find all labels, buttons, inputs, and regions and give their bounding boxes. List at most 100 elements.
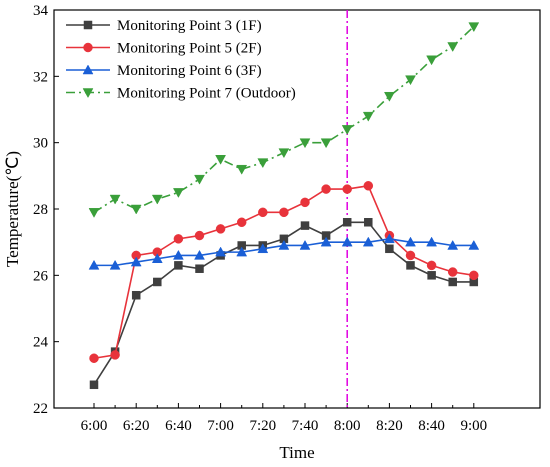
data-point — [83, 42, 93, 53]
legend-label: Monitoring Point 7 (Outdoor) — [117, 86, 296, 102]
data-point — [278, 148, 290, 159]
data-point — [236, 217, 247, 228]
data-point — [215, 155, 227, 165]
x-tick-label: 7:00 — [207, 418, 234, 434]
y-tick-label: 22 — [33, 401, 48, 417]
data-point — [279, 207, 289, 218]
x-tick-label: 7:40 — [292, 418, 319, 434]
data-point — [278, 239, 290, 250]
data-point — [383, 233, 395, 244]
data-point — [299, 138, 311, 149]
data-point — [406, 261, 415, 270]
x-tick-label: 6:20 — [123, 418, 150, 434]
data-point — [447, 42, 459, 52]
data-point — [173, 234, 184, 244]
data-point — [194, 174, 205, 185]
legend: Monitoring Point 3 (1F) Monitoring Point … — [66, 18, 296, 102]
data-point — [320, 138, 332, 149]
data-point — [405, 250, 416, 261]
data-point — [341, 125, 353, 135]
data-point — [151, 253, 163, 263]
legend-label: Monitoring Point 5 (2F) — [117, 41, 262, 57]
legend-item: Monitoring Point 7 (Outdoor) — [66, 86, 296, 102]
x-tick-label: 6:00 — [81, 418, 108, 434]
x-tick-label: 8:20 — [376, 418, 403, 434]
data-point — [194, 230, 205, 241]
data-point — [362, 236, 374, 247]
data-point — [236, 246, 248, 257]
data-point — [195, 264, 204, 273]
data-point — [342, 184, 352, 194]
data-point — [153, 277, 162, 287]
data-point — [447, 239, 459, 250]
legend-item: Monitoring Point 6 (3F) — [66, 63, 262, 79]
data-point — [300, 221, 310, 230]
data-point — [194, 249, 205, 260]
data-point — [341, 236, 353, 247]
data-point — [109, 259, 121, 270]
data-point — [427, 271, 436, 280]
series-4 — [88, 22, 480, 218]
data-point — [383, 91, 395, 102]
y-tick-label: 26 — [33, 268, 49, 284]
data-point — [320, 236, 332, 247]
data-point — [468, 239, 480, 250]
legend-item: Monitoring Point 3 (1F) — [66, 18, 262, 34]
data-point — [426, 55, 438, 66]
data-point — [385, 244, 394, 254]
x-tick-label: 7:20 — [249, 418, 276, 434]
axis-ticks: 22 24 26 28 30 32 34 6:00 6:20 6:40 7:00 7:20 7:40 8:… — [33, 3, 487, 434]
data-point — [447, 267, 458, 277]
data-point — [88, 208, 100, 218]
data-point — [215, 224, 226, 234]
data-point — [130, 256, 142, 267]
data-point — [82, 88, 94, 99]
data-point — [172, 249, 184, 260]
x-tick-label: 9:00 — [460, 418, 487, 434]
y-tick-label: 24 — [33, 335, 49, 351]
data-point — [258, 207, 268, 218]
data-point — [151, 194, 163, 205]
data-point — [342, 218, 352, 227]
data-point — [83, 20, 93, 30]
series-layer — [88, 22, 480, 390]
x-axis-title: Time — [279, 443, 314, 462]
data-point — [364, 218, 373, 227]
data-point — [448, 277, 457, 287]
legend-item: Monitoring Point 5 (2F) — [66, 41, 262, 57]
y-tick-label: 32 — [33, 69, 48, 85]
data-point — [82, 64, 94, 75]
data-point — [110, 350, 120, 360]
y-axis-title: Temperature(℃) — [3, 151, 22, 267]
data-point — [468, 22, 480, 33]
data-point — [131, 290, 141, 300]
series-2 — [89, 181, 479, 363]
data-point — [172, 188, 184, 198]
data-point — [89, 380, 99, 390]
data-point — [426, 236, 438, 247]
data-point — [257, 243, 269, 254]
y-tick-label: 34 — [33, 3, 49, 19]
series-3 — [88, 233, 480, 270]
data-point — [405, 75, 416, 86]
data-point — [469, 270, 479, 281]
data-point — [321, 184, 331, 194]
x-tick-label: 8:00 — [334, 418, 361, 434]
data-point — [300, 197, 310, 208]
data-point — [174, 261, 183, 270]
y-tick-label: 28 — [33, 202, 48, 218]
legend-label: Monitoring Point 6 (3F) — [117, 63, 262, 79]
data-point — [257, 158, 269, 169]
data-point — [109, 194, 121, 205]
data-point — [89, 353, 99, 363]
legend-label: Monitoring Point 3 (1F) — [117, 18, 262, 34]
y-tick-label: 30 — [33, 136, 48, 152]
data-point — [215, 246, 227, 257]
data-point — [130, 204, 142, 215]
data-point — [236, 164, 248, 175]
data-point — [426, 260, 437, 271]
x-tick-label: 8:40 — [418, 418, 445, 434]
data-point — [299, 239, 311, 250]
x-tick-label: 6:40 — [165, 418, 192, 434]
